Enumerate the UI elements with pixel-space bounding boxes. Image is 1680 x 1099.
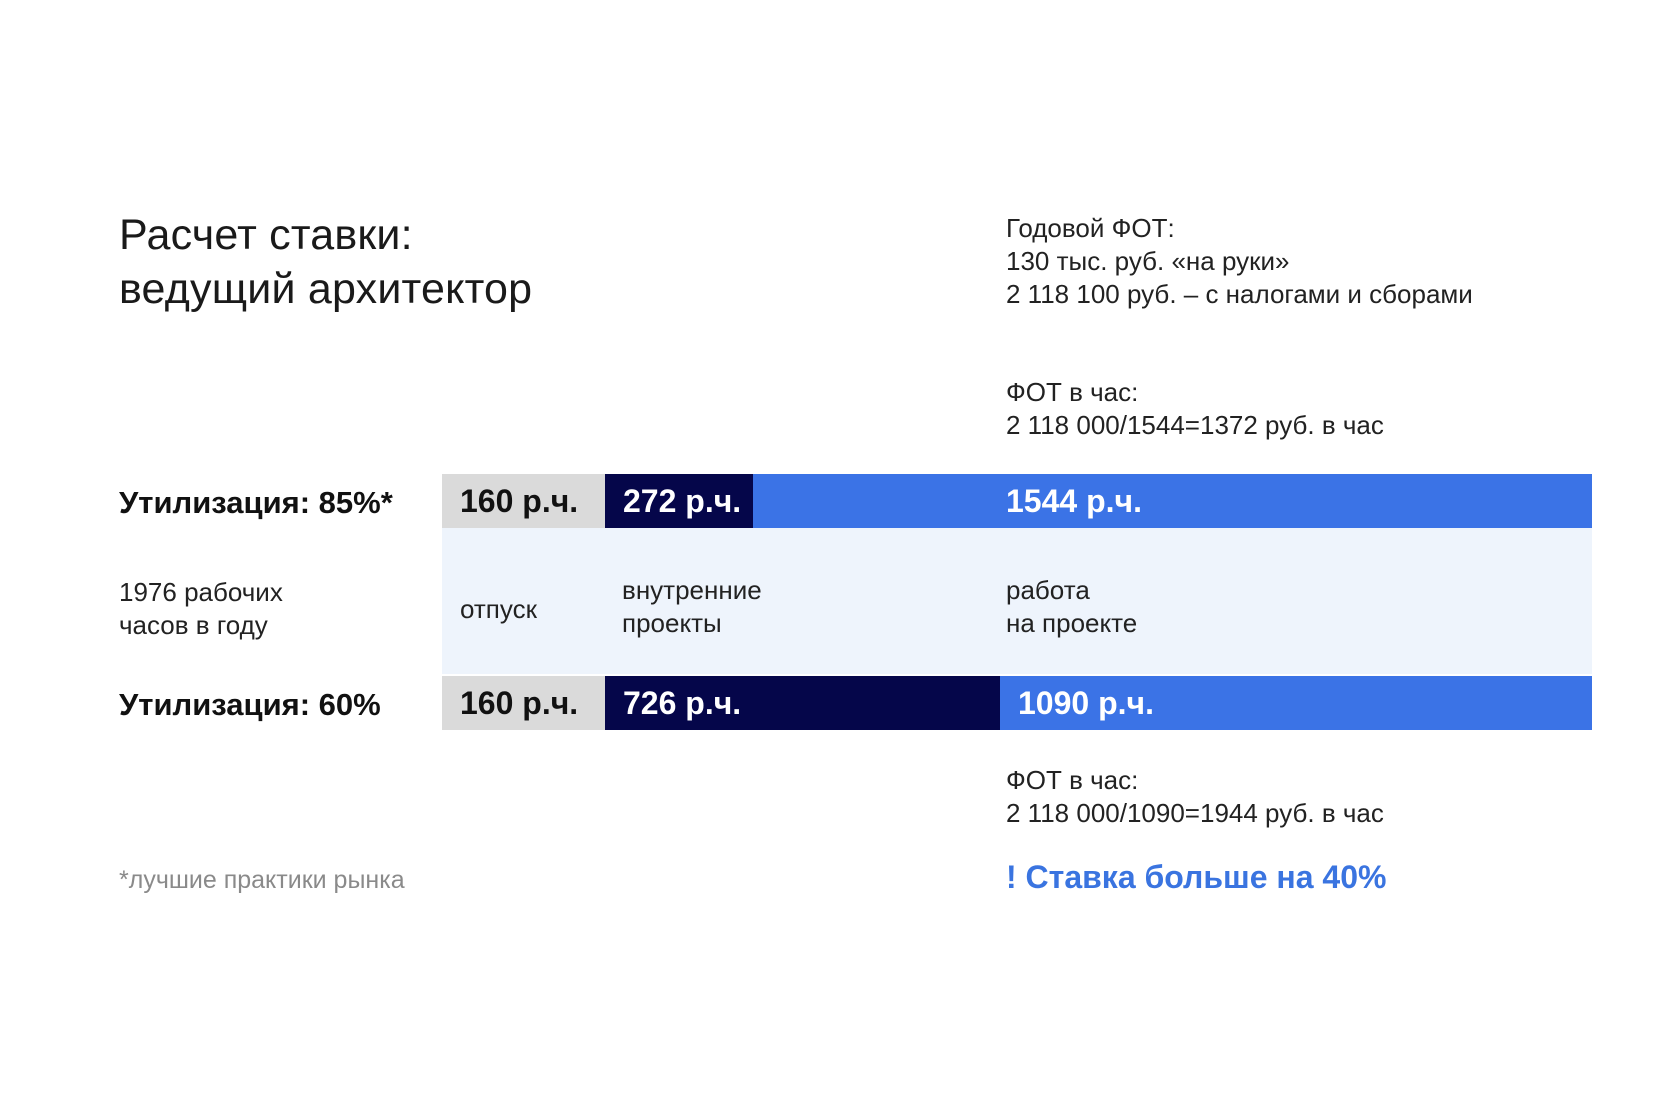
annual-fot-note: Годовой ФОТ: 130 тыс. руб. «на руки» 2 1… — [1006, 212, 1473, 311]
category-internal-line-2: проекты — [622, 608, 722, 638]
title-line-2: ведущий архитектор — [119, 265, 533, 313]
fot-per-hour-60-note: ФОТ в час: 2 118 000/1090=1944 руб. в ча… — [1006, 764, 1384, 830]
fot-per-hour-60-formula: 2 118 000/1090=1944 руб. в час — [1006, 798, 1384, 828]
bar-60-internal-segment: 726 р.ч. — [605, 676, 1000, 730]
annual-hours-line-1: 1976 рабочих — [119, 577, 283, 607]
utilization-85-bar: 160 р.ч. 272 р.ч. 1544 р.ч. — [442, 474, 1592, 528]
utilization-85-label: Утилизация: 85%* — [119, 485, 393, 520]
fot-per-hour-85-note: ФОТ в час: 2 118 000/1544=1372 руб. в ча… — [1006, 376, 1384, 442]
bar-60-vacation-segment: 160 р.ч. — [442, 676, 605, 730]
annual-hours-label: 1976 рабочих часов в году — [119, 576, 283, 642]
bar-85-project-segment: 1544 р.ч. — [753, 474, 1592, 528]
bar-60-project-segment: 1090 р.ч. — [1000, 676, 1592, 730]
fot-per-hour-60-heading: ФОТ в час: — [1006, 765, 1139, 795]
category-project-line-2: на проекте — [1006, 608, 1138, 638]
fot-per-hour-85-heading: ФОТ в час: — [1006, 377, 1139, 407]
annual-fot-gross: 2 118 100 руб. – с налогами и сборами — [1006, 279, 1473, 309]
page-title: Расчет ставки: ведущий архитектор — [119, 208, 532, 316]
category-project-label: работа на проекте — [1006, 574, 1137, 640]
utilization-60-label: Утилизация: 60% — [119, 687, 381, 722]
category-internal-line-1: внутренние — [622, 575, 762, 605]
category-vacation-label: отпуск — [460, 594, 537, 624]
rate-increase-highlight: ! Ставка больше на 40% — [1006, 859, 1387, 895]
category-project-line-1: работа — [1006, 575, 1090, 605]
annual-hours-line-2: часов в году — [119, 610, 268, 640]
footnote: *лучшие практики рынка — [119, 866, 405, 894]
fot-per-hour-85-formula: 2 118 000/1544=1372 руб. в час — [1006, 410, 1384, 440]
category-internal-label: внутренние проекты — [622, 574, 762, 640]
annual-fot-heading: Годовой ФОТ: — [1006, 213, 1175, 243]
annual-fot-net: 130 тыс. руб. «на руки» — [1006, 246, 1290, 276]
bar-85-vacation-segment: 160 р.ч. — [442, 474, 605, 528]
bar-85-internal-segment: 272 р.ч. — [605, 474, 753, 528]
category-band — [442, 528, 1592, 674]
title-line-1: Расчет ставки: — [119, 211, 413, 259]
utilization-60-bar: 160 р.ч. 726 р.ч. 1090 р.ч. — [442, 676, 1592, 730]
